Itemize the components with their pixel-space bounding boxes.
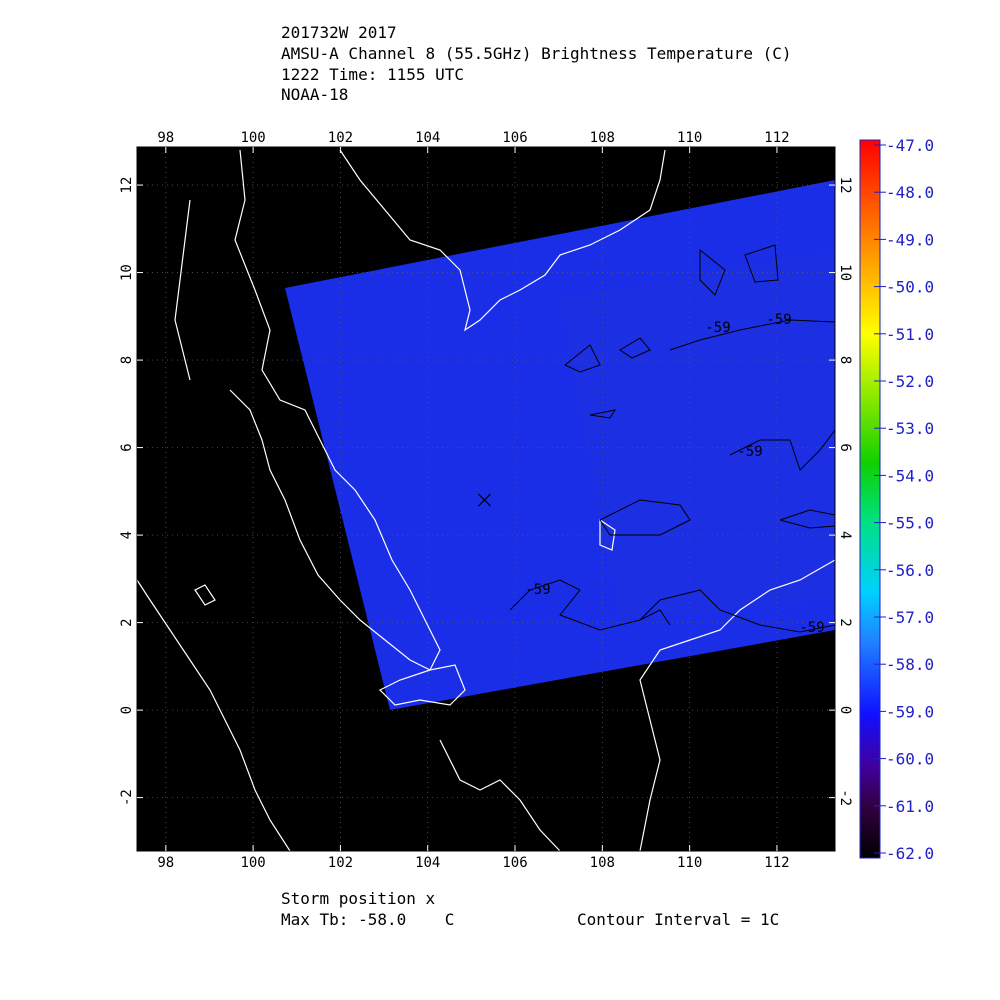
max-tb: Max Tb: -58.0 C <box>281 910 454 929</box>
colorbar-label: -52.0 <box>886 372 934 391</box>
title-line: AMSU-A Channel 8 (55.5GHz) Brightness Te… <box>281 44 792 63</box>
x-tick-label: 110 <box>677 855 702 871</box>
y-tick-label: 2 <box>119 618 135 626</box>
title-line: 1222 Time: 1155 UTC <box>281 65 464 84</box>
contour-label: -59 <box>737 444 762 460</box>
y-tick-label: 8 <box>119 356 135 364</box>
colorbar-label: -60.0 <box>886 750 934 769</box>
colorbar-label: -58.0 <box>886 655 934 674</box>
colorbar-label: -53.0 <box>886 419 934 438</box>
y-tick-label: 10 <box>119 264 135 281</box>
y-tick-label: -2 <box>119 789 135 806</box>
colorbar-frame <box>859 139 881 859</box>
axes: 9898100100102102104104106106108108110110… <box>119 130 853 871</box>
title-line: NOAA-18 <box>281 85 348 104</box>
colorbar-label: -57.0 <box>886 608 934 627</box>
title-line: 201732W 2017 <box>281 23 397 42</box>
x-tick-label: 104 <box>415 130 440 146</box>
y-tick-label: 4 <box>837 531 853 539</box>
colorbar-label: -47.0 <box>886 136 934 155</box>
y-tick-label: 12 <box>837 177 853 194</box>
map-frame <box>136 146 836 852</box>
x-tick-label: 106 <box>502 855 527 871</box>
colorbar-label: -54.0 <box>886 466 934 485</box>
storm-note: Storm position x <box>281 889 435 908</box>
x-tick-label: 100 <box>240 855 265 871</box>
y-tick-label: 2 <box>837 618 853 626</box>
x-tick-label: 108 <box>590 130 615 146</box>
contour-label: -59 <box>525 582 550 598</box>
x-tick-label: 112 <box>764 855 789 871</box>
y-tick-label: 10 <box>837 264 853 281</box>
y-tick-label: 0 <box>119 706 135 714</box>
colorbar-label: -48.0 <box>886 183 934 202</box>
contour-label: -59 <box>705 320 730 336</box>
colorbar-label: -55.0 <box>886 514 934 533</box>
colorbar-label: -62.0 <box>886 844 934 863</box>
x-tick-label: 98 <box>157 855 174 871</box>
x-tick-label: 106 <box>502 130 527 146</box>
colorbar-label: -49.0 <box>886 230 934 249</box>
y-tick-label: 8 <box>837 356 853 364</box>
coastlines <box>136 149 836 852</box>
contour-label: -59 <box>799 620 824 636</box>
x-tick-label: 102 <box>328 130 353 146</box>
colorbar-ticks: -47.0 -48.0 -49.0 -50.0 -51.0 -52.0 -53.0 -54.0… <box>874 136 934 863</box>
y-tick-label: 12 <box>119 177 135 194</box>
colorbar <box>860 140 880 858</box>
colorbar-label: -51.0 <box>886 325 934 344</box>
contour-label: -59 <box>766 312 791 328</box>
x-tick-label: 110 <box>677 130 702 146</box>
colorbar-label: -56.0 <box>886 561 934 580</box>
x-tick-label: 102 <box>328 855 353 871</box>
storm-marker <box>478 493 491 507</box>
y-tick-label: -2 <box>837 789 853 806</box>
y-tick-label: 0 <box>837 706 853 714</box>
contour-interval: Contour Interval = 1C <box>577 910 779 929</box>
x-tick-label: 108 <box>590 855 615 871</box>
colorbar-label: -61.0 <box>886 797 934 816</box>
colorbar-label: -50.0 <box>886 278 934 297</box>
y-tick-label: 6 <box>119 443 135 451</box>
x-tick-label: 112 <box>764 130 789 146</box>
swath-shade <box>560 250 835 620</box>
x-tick-label: 98 <box>157 130 174 146</box>
y-tick-label: 4 <box>119 531 135 539</box>
title-block: 201732W 2017 AMSU-A Channel 8 (55.5GHz) … <box>281 23 792 104</box>
x-tick-label: 104 <box>415 855 440 871</box>
x-tick-label: 100 <box>240 130 265 146</box>
footer: Storm position x Max Tb: -58.0 C Contour… <box>281 889 779 929</box>
contours <box>509 244 836 633</box>
colorbar-label: -59.0 <box>886 702 934 721</box>
y-tick-label: 6 <box>837 443 853 451</box>
